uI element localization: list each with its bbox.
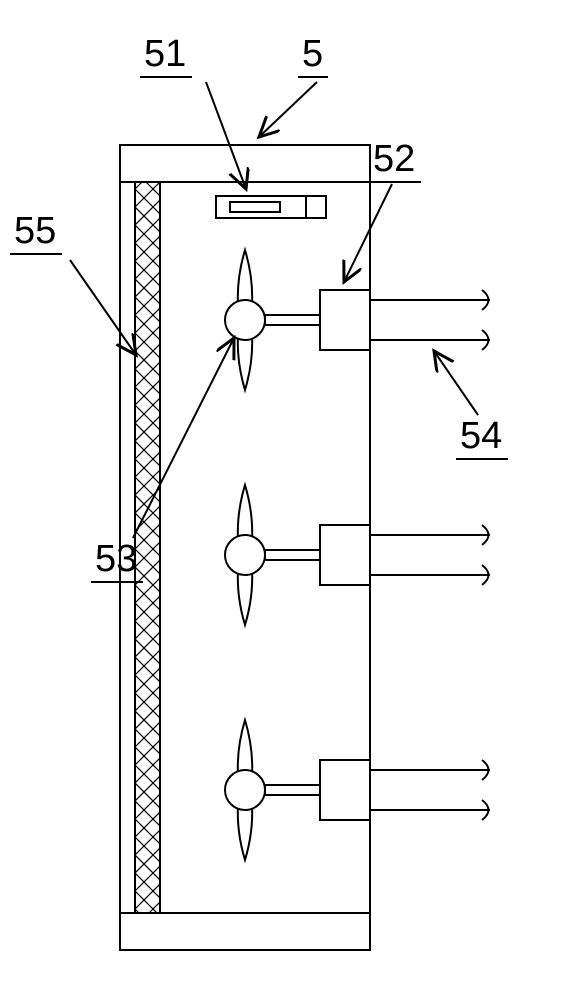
diagram-container: 5 51 52 53 54 55: [0, 0, 578, 1000]
label-5: 5: [302, 33, 323, 76]
main-drawing: [120, 145, 490, 950]
label-52: 52: [373, 138, 415, 181]
label-54: 54: [460, 415, 502, 458]
diagram-svg: [0, 0, 578, 1000]
label-53: 53: [95, 538, 137, 581]
label-55: 55: [14, 210, 56, 253]
label-51: 51: [144, 33, 186, 76]
